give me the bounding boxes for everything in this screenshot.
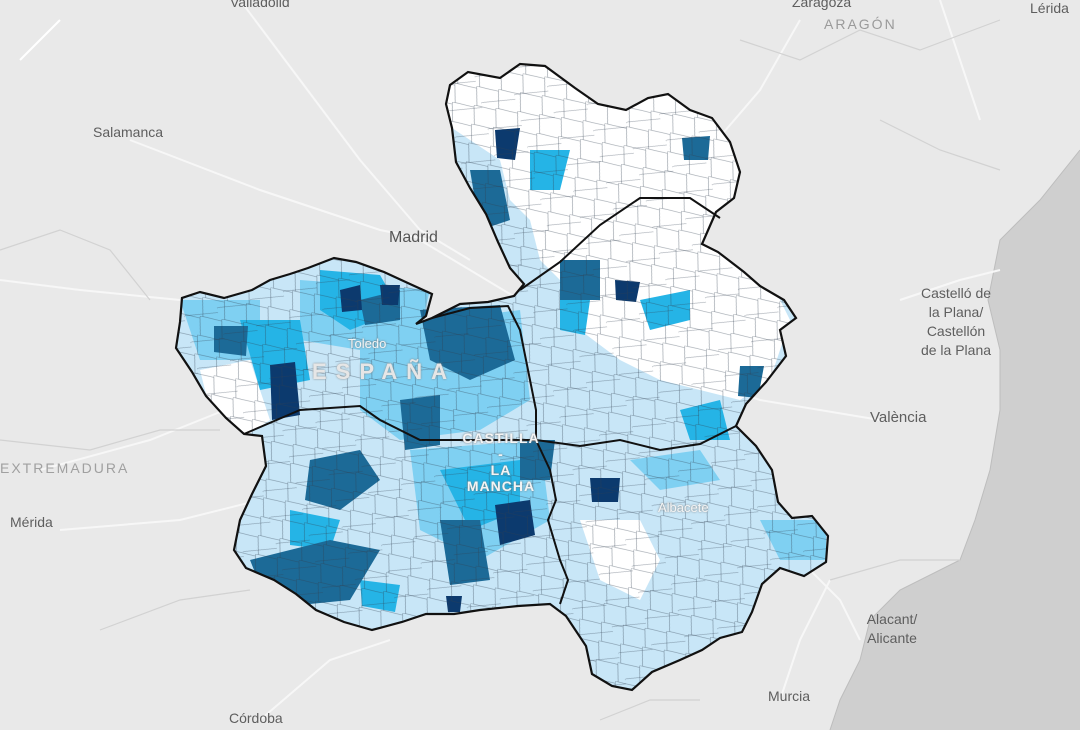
admin-borders [0,19,1001,721]
label-lerida: Lérida [1030,0,1069,16]
label-valladolid: Valladolid [230,0,290,10]
border-ciudadreal-albacete [535,439,570,605]
label-castello: Castelló de la Plana/ Castellón de la Pl… [920,285,992,358]
border-guadalajara-cuenca [519,197,721,291]
label-cordoba: Córdoba [229,710,283,726]
border-toledo-ciudadreal [243,404,536,441]
label-zaragoza: Zaragoza [792,0,852,10]
label-espana: ESPAÑA [312,359,457,384]
label-murcia: Murcia [768,688,811,704]
label-valencia: València [870,409,927,426]
river [19,19,61,61]
label-extremadura: EXTREMADURA [0,460,130,476]
label-salamanca: Salamanca [93,124,164,140]
label-toledo: Toledo [348,336,387,351]
label-merida: Mérida [10,514,53,530]
label-castilla-la-mancha: CASTILLA - LA MANCHA [462,430,540,494]
sea [830,150,1080,730]
label-aragon: ARAGÓN [824,16,897,32]
label-albacete: Albacete [658,500,709,515]
border-cuenca-albacete [535,425,737,452]
coastline [829,149,1080,730]
province-borders [243,197,737,605]
label-madrid: Madrid [389,229,438,246]
border-toledo-cuenca [431,304,537,440]
label-alacant: Alacant/ Alicante [866,611,918,646]
